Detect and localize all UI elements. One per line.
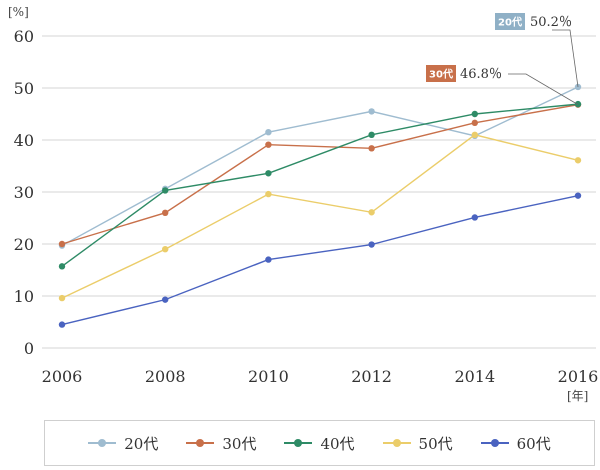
y-tick-label: 60 bbox=[14, 27, 34, 46]
chart-legend: 20代 30代 40代 50代 60代 bbox=[44, 420, 595, 466]
data-point bbox=[471, 110, 478, 118]
data-point bbox=[58, 240, 66, 248]
data-point bbox=[368, 241, 375, 248]
legend-swatch bbox=[382, 438, 411, 448]
data-point bbox=[368, 209, 375, 216]
legend-item: 40代 bbox=[284, 433, 355, 454]
data-point bbox=[368, 145, 375, 152]
annotation-badge-label: 30代 bbox=[429, 68, 453, 81]
y-tick-label: 0 bbox=[24, 339, 34, 358]
series-50代 bbox=[58, 131, 582, 302]
annotation-leader-line bbox=[508, 73, 579, 105]
data-point bbox=[162, 246, 169, 253]
data-point bbox=[368, 131, 375, 138]
data-point bbox=[368, 108, 375, 115]
data-point bbox=[58, 263, 66, 270]
data-point bbox=[471, 119, 478, 127]
data-point bbox=[574, 192, 582, 199]
legend-item: 20代 bbox=[88, 433, 158, 454]
legend-swatch bbox=[186, 438, 215, 448]
annotation-leader-line bbox=[552, 29, 579, 88]
series-60代 bbox=[58, 192, 582, 328]
x-tick-label: 2010 bbox=[248, 367, 289, 386]
series-line bbox=[61, 103, 579, 267]
data-point bbox=[265, 141, 272, 148]
data-point bbox=[265, 256, 272, 263]
annotation-badge bbox=[495, 13, 525, 30]
legend-item: 30代 bbox=[186, 433, 256, 454]
x-axis-unit: [年] bbox=[567, 389, 588, 403]
data-point bbox=[471, 131, 478, 138]
annotation-value: 50.2％ bbox=[530, 15, 572, 30]
x-tick-label: 2014 bbox=[454, 367, 495, 386]
y-tick-label: 30 bbox=[14, 183, 34, 202]
y-tick-label: 20 bbox=[14, 235, 34, 254]
x-tick-label: 2016 bbox=[558, 367, 599, 386]
y-tick-label: 10 bbox=[14, 287, 34, 306]
data-point bbox=[58, 294, 66, 302]
annotation-callout: 20代 50.2％ bbox=[495, 13, 579, 88]
data-point bbox=[574, 100, 582, 108]
annotation-value: 46.8％ bbox=[460, 67, 502, 82]
data-point bbox=[265, 129, 272, 136]
x-tick-label: 2008 bbox=[145, 367, 186, 386]
data-point bbox=[162, 209, 169, 216]
y-axis-unit: [%] bbox=[8, 5, 29, 19]
legend-label: 20代 bbox=[124, 434, 159, 453]
x-tick-label: 2012 bbox=[351, 367, 392, 386]
legend-item: 60代 bbox=[480, 433, 551, 454]
series-line bbox=[61, 103, 579, 245]
data-point bbox=[162, 187, 169, 194]
series-line bbox=[61, 194, 579, 326]
data-point bbox=[574, 157, 582, 164]
x-tick-label: 2006 bbox=[42, 367, 83, 386]
legend-label: 40代 bbox=[320, 434, 355, 453]
annotation-badge-label: 20代 bbox=[498, 16, 522, 29]
data-point bbox=[574, 83, 582, 91]
y-tick-label: 50 bbox=[14, 79, 34, 98]
data-point bbox=[162, 296, 169, 303]
series-40代 bbox=[58, 100, 582, 270]
data-point bbox=[58, 321, 66, 328]
series-line bbox=[61, 134, 579, 299]
legend-swatch bbox=[284, 438, 313, 448]
annotation-badge bbox=[426, 65, 456, 82]
legend-label: 60代 bbox=[516, 434, 551, 453]
series-20代 bbox=[58, 83, 582, 249]
legend-label: 30代 bbox=[222, 434, 257, 453]
data-point bbox=[471, 214, 478, 221]
legend-label: 50代 bbox=[418, 434, 453, 453]
y-tick-label: 40 bbox=[14, 131, 34, 150]
data-point bbox=[265, 170, 272, 177]
legend-swatch bbox=[88, 438, 117, 448]
legend-item: 50代 bbox=[382, 433, 453, 454]
data-point bbox=[265, 190, 272, 198]
annotation-callout: 30代 46.8％ bbox=[426, 65, 579, 105]
legend-swatch bbox=[480, 438, 509, 448]
series-line bbox=[61, 86, 579, 247]
